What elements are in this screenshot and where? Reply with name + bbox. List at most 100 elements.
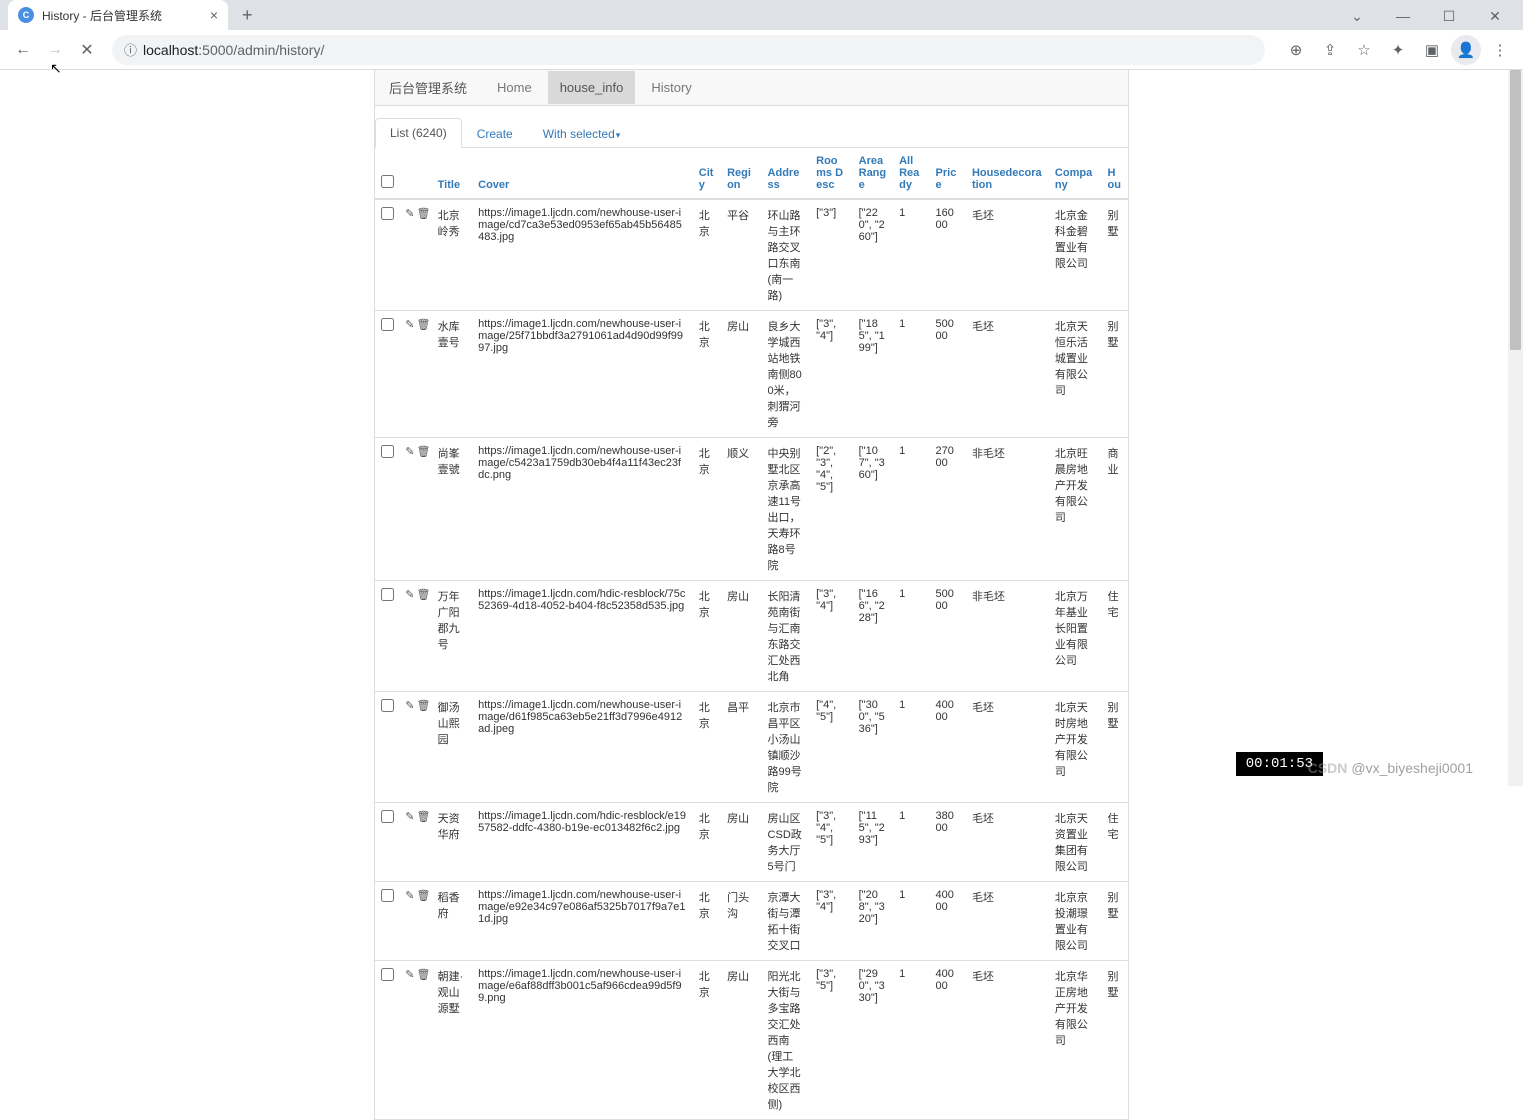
cell-city: 北京: [693, 311, 721, 438]
col-header-region[interactable]: Region: [721, 148, 761, 199]
cell-city: 北京: [693, 803, 721, 882]
edit-icon[interactable]: ✎: [405, 207, 414, 220]
side-panel-icon[interactable]: ▣: [1417, 35, 1447, 65]
cell-company: 北京金科金碧置业有限公司: [1049, 199, 1102, 311]
browser-tab[interactable]: C History - 后台管理系统 ×: [8, 0, 228, 30]
share-icon[interactable]: ⇪: [1315, 35, 1345, 65]
zoom-icon[interactable]: ⊕: [1281, 35, 1311, 65]
cell-title: 万年广阳郡九号: [432, 581, 472, 692]
delete-icon[interactable]: 🗑: [417, 588, 431, 601]
tab-dropdown-icon[interactable]: ⌄: [1337, 4, 1377, 28]
cell-ready: 1: [893, 961, 929, 1120]
edit-icon[interactable]: ✎: [405, 968, 414, 981]
col-header-ready[interactable]: All Ready: [893, 148, 929, 199]
row-checkbox[interactable]: [381, 810, 394, 823]
row-checkbox[interactable]: [381, 318, 394, 331]
menu-icon[interactable]: ⋮: [1485, 35, 1515, 65]
cell-cover: https://image1.ljcdn.com/hdic-resblock/7…: [472, 581, 693, 692]
delete-icon[interactable]: 🗑: [417, 318, 431, 331]
cell-address: 长阳清苑南街与汇南东路交汇处西北角: [762, 581, 811, 692]
page-scrollbar[interactable]: [1508, 70, 1523, 786]
table-row: ✎🗑稻香府https://image1.ljcdn.com/newhouse-u…: [375, 882, 1128, 961]
delete-icon[interactable]: 🗑: [417, 207, 431, 220]
cell-company: 北京华正房地产开发有限公司: [1049, 961, 1102, 1120]
cell-title: 稻香府: [432, 882, 472, 961]
col-header-rooms[interactable]: Rooms Desc: [810, 148, 853, 199]
row-checkbox[interactable]: [381, 207, 394, 220]
forward-icon[interactable]: →: [40, 35, 70, 65]
cell-hou: 别墅: [1102, 882, 1128, 961]
table-row: ✎🗑水库壹号https://image1.ljcdn.com/newhouse-…: [375, 311, 1128, 438]
delete-icon[interactable]: 🗑: [417, 445, 431, 458]
nav-item-history[interactable]: History: [639, 71, 703, 104]
cell-area: ["208", "320"]: [853, 882, 893, 961]
edit-icon[interactable]: ✎: [405, 810, 414, 823]
edit-icon[interactable]: ✎: [405, 588, 414, 601]
nav-item-house-info[interactable]: house_info: [548, 71, 636, 104]
close-window-icon[interactable]: ✕: [1475, 4, 1515, 28]
row-checkbox[interactable]: [381, 889, 394, 902]
row-checkbox[interactable]: [381, 968, 394, 981]
cell-hou: 别墅: [1102, 961, 1128, 1120]
edit-icon[interactable]: ✎: [405, 445, 414, 458]
sub-tabs: List (6240) Create With selected▾: [375, 118, 1128, 148]
scrollbar-thumb[interactable]: [1510, 70, 1521, 350]
select-all-checkbox[interactable]: [381, 175, 394, 188]
subtab-list[interactable]: List (6240): [375, 118, 462, 148]
maximize-icon[interactable]: ☐: [1429, 4, 1469, 28]
tab-close-icon[interactable]: ×: [210, 7, 218, 23]
row-checkbox-cell: [375, 882, 399, 961]
table-row: ✎🗑北京岭秀https://image1.ljcdn.com/newhouse-…: [375, 199, 1128, 311]
cell-region: 门头沟: [721, 882, 761, 961]
minimize-icon[interactable]: —: [1383, 4, 1423, 28]
cell-hou: 住宅: [1102, 803, 1128, 882]
col-header-cover[interactable]: Cover: [472, 148, 693, 199]
admin-navbar: 后台管理系统 Home house_info History: [375, 70, 1128, 106]
subtab-create[interactable]: Create: [462, 119, 528, 148]
watermark: CSDN@vx_biyesheji0001: [1308, 760, 1473, 776]
row-checkbox-cell: [375, 961, 399, 1120]
cell-region: 房山: [721, 311, 761, 438]
row-checkbox[interactable]: [381, 588, 394, 601]
cell-address: 房山区CSD政务大厅5号门: [762, 803, 811, 882]
new-tab-icon[interactable]: +: [242, 5, 253, 26]
col-header-area[interactable]: Area Range: [853, 148, 893, 199]
delete-icon[interactable]: 🗑: [417, 810, 431, 823]
back-icon[interactable]: ←: [8, 35, 38, 65]
col-header-city[interactable]: City: [693, 148, 721, 199]
bookmark-icon[interactable]: ☆: [1349, 35, 1379, 65]
row-checkbox[interactable]: [381, 699, 394, 712]
url-bar[interactable]: ⓘ localhost:5000/admin/history/: [112, 35, 1265, 65]
stop-icon[interactable]: ✕: [72, 35, 102, 65]
cell-address: 阳光北大街与多宝路交汇处西南 (理工大学北校区西侧): [762, 961, 811, 1120]
cell-price: 27000: [930, 438, 966, 581]
col-header-hou[interactable]: Hou: [1102, 148, 1128, 199]
site-info-icon[interactable]: ⓘ: [124, 40, 137, 59]
nav-item-home[interactable]: Home: [485, 71, 544, 104]
row-actions-cell: ✎🗑: [399, 581, 431, 692]
page-content: 后台管理系统 Home house_info History List (624…: [0, 70, 1523, 1120]
profile-avatar-icon[interactable]: 👤: [1451, 35, 1481, 65]
cell-price: 40000: [930, 961, 966, 1120]
watermark-brand: CSDN: [1308, 760, 1348, 776]
window-controls: ⌄ — ☐ ✕: [1329, 0, 1523, 32]
extensions-icon[interactable]: ✦: [1383, 35, 1413, 65]
col-header-price[interactable]: Price: [930, 148, 966, 199]
col-header-address[interactable]: Address: [762, 148, 811, 199]
subtab-with-selected[interactable]: With selected▾: [528, 119, 636, 148]
col-header-company[interactable]: Company: [1049, 148, 1102, 199]
cell-city: 北京: [693, 199, 721, 311]
edit-icon[interactable]: ✎: [405, 699, 414, 712]
col-header-title[interactable]: Title: [432, 148, 472, 199]
col-header-deco[interactable]: Housedecoration: [966, 148, 1049, 199]
delete-icon[interactable]: 🗑: [417, 699, 431, 712]
cell-rooms: ["3", "4"]: [810, 581, 853, 692]
edit-icon[interactable]: ✎: [405, 889, 414, 902]
delete-icon[interactable]: 🗑: [417, 889, 431, 902]
cell-deco: 非毛坯: [966, 438, 1049, 581]
edit-icon[interactable]: ✎: [405, 318, 414, 331]
tab-bar: C History - 后台管理系统 × + ⌄ — ☐ ✕: [0, 0, 1523, 30]
col-actions: [399, 148, 431, 199]
delete-icon[interactable]: 🗑: [417, 968, 431, 981]
row-checkbox[interactable]: [381, 445, 394, 458]
